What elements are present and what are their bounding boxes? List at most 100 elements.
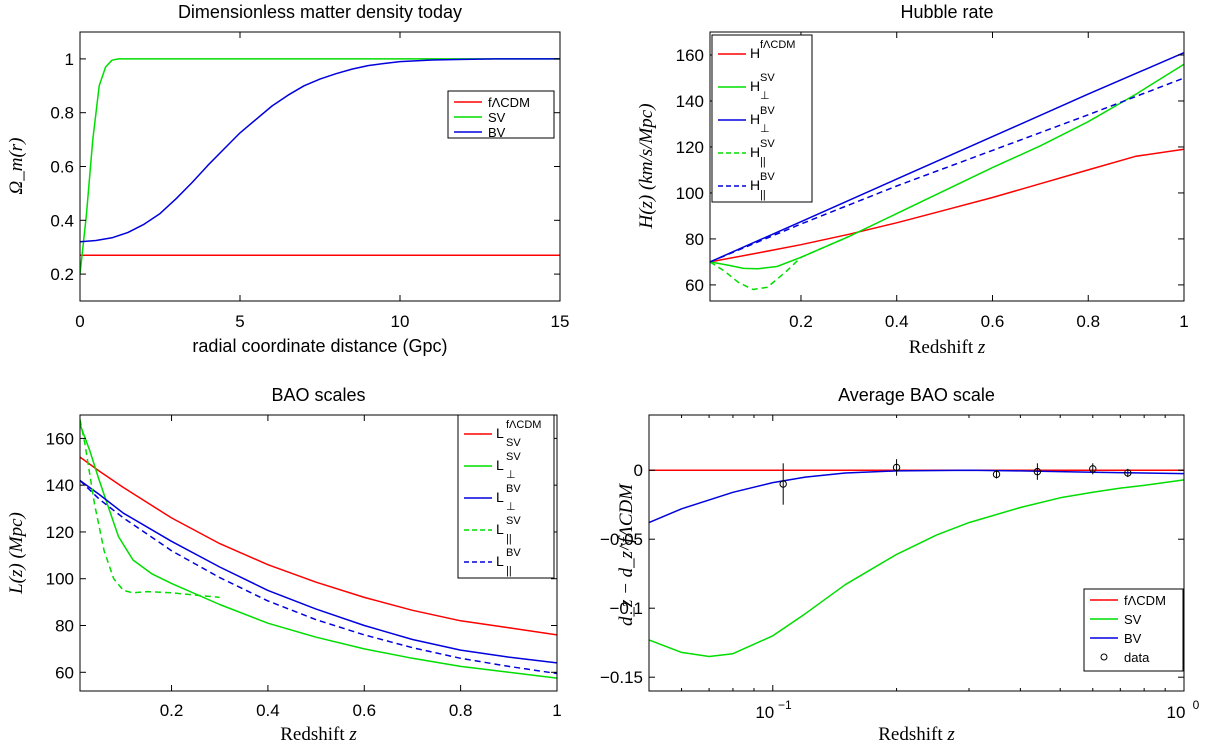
series-line-1: [710, 148, 1184, 263]
y-tick-label: 120: [46, 523, 74, 542]
y-tick-label: 160: [676, 46, 704, 65]
axes-box: [648, 414, 1185, 692]
legend-label-sup: SV: [506, 451, 521, 463]
legend-label: L: [496, 553, 504, 569]
chart-panel-2: Hubble rate 60 80 100 120 140 160 0.2 0.4 0.6 0.8 1…: [636, 2, 1189, 358]
series-line-5: [710, 77, 1184, 263]
legend-label: H: [750, 111, 760, 127]
legend-label: SV: [1124, 612, 1142, 627]
y-axis-label: Ω_m(r): [6, 137, 27, 194]
chart-panel-3: BAO scales 60 80 100 120 140 160 0.2 0.4 0.6 0.8 1 R…: [6, 385, 562, 745]
x-tick-exponent: −1: [778, 698, 792, 712]
y-tick-label: 80: [55, 617, 74, 636]
y-tick-label: 120: [676, 138, 704, 157]
y-axis-label: H(z) (km/s/Mpc): [636, 103, 657, 229]
y-tick-label: 140: [676, 92, 704, 111]
legend-label-sup: BV: [760, 105, 775, 117]
y-tick-label: −0.15: [600, 668, 643, 687]
series-line-3: [80, 479, 557, 664]
x-tick-label: 0.8: [1076, 312, 1100, 331]
data-point: [1089, 465, 1097, 473]
x-tick-label: 0.6: [981, 312, 1005, 331]
legend-label-sub: ||: [760, 156, 766, 168]
legend-label: H: [750, 177, 760, 193]
series-line-2: [649, 479, 1184, 658]
x-tick-label: 10: [1167, 703, 1186, 722]
x-tick-label: 0: [75, 312, 84, 331]
series-line-1: [80, 456, 557, 636]
legend-label: SV: [488, 110, 506, 125]
legend-label-sup: BV: [506, 483, 521, 495]
axes-box: [79, 414, 558, 692]
legend-label: L: [496, 489, 504, 505]
x-tick-label: 1: [1179, 312, 1188, 331]
y-tick-label: −0.05: [600, 530, 643, 549]
chart-title: Dimensionless matter density today: [178, 2, 462, 22]
series-line-4: [710, 235, 850, 291]
x-tick-label: 1: [552, 701, 561, 720]
legend-label-sub: ⊥: [760, 123, 770, 135]
legend-label: H: [750, 144, 760, 160]
y-tick-label: 60: [685, 276, 704, 295]
x-tick-label: 0.8: [449, 701, 473, 720]
x-tick-label: 0.4: [885, 312, 909, 331]
x-tick-label: 15: [551, 312, 570, 331]
series-line-3: [80, 58, 560, 243]
chart-title: BAO scales: [271, 385, 365, 405]
x-axis-label: Redshift z: [280, 724, 357, 745]
legend-label-sup: SV: [760, 72, 775, 84]
legend-box: [447, 90, 555, 139]
data-point: [1124, 469, 1132, 477]
plot-area: [80, 419, 557, 679]
legend-label-sup: fΛCDM: [760, 39, 795, 51]
x-axis-label: Redshift z: [878, 724, 955, 745]
x-tick-label: 0.2: [789, 312, 813, 331]
y-axis-label: L(z) (Mpc): [6, 512, 27, 595]
x-tick-label: 0.4: [256, 701, 280, 720]
axes-box: [709, 31, 1185, 302]
plot-area: [649, 459, 1184, 658]
y-tick-label: 140: [46, 476, 74, 495]
series-line-4: [80, 419, 220, 599]
legend-label-sub: ||: [506, 533, 512, 545]
y-tick-label: 60: [55, 663, 74, 682]
y-tick-label: −0.1: [609, 599, 643, 618]
data-point: [779, 480, 787, 488]
legend-box: [457, 414, 555, 579]
series-line-2: [710, 63, 1184, 270]
legend-label: H: [750, 78, 760, 94]
data-point: [1033, 467, 1042, 476]
series-line-2: [80, 58, 560, 275]
legend-label: L: [496, 425, 504, 441]
legend-label: L: [496, 521, 504, 537]
legend-label: fΛCDM: [488, 95, 530, 110]
data-point: [892, 463, 901, 472]
legend-label-sub: ⊥: [506, 501, 516, 513]
x-tick-label: 5: [235, 312, 244, 331]
legend-label-sub: SV: [506, 437, 521, 449]
legend-label: L: [496, 457, 504, 473]
y-tick-label: 0: [634, 461, 643, 480]
chart-title: Hubble rate: [900, 2, 993, 22]
chart-title: Average BAO scale: [838, 385, 995, 405]
axes-box: [79, 31, 561, 302]
chart-panel-4: Average BAO scale −0.15 −0.1 −0.05 0 10 −1 10 0 R…: [600, 385, 1200, 745]
legend-label-sub: ⊥: [760, 90, 770, 102]
legend-box: [1083, 588, 1184, 672]
y-axis-label: d_z − d_z^fΛCDM: [616, 483, 637, 626]
x-tick-exponent: 0: [1193, 698, 1200, 712]
legend-label: BV: [1124, 631, 1142, 646]
legend-label: BV: [488, 125, 506, 140]
legend-box: [711, 34, 813, 203]
legend-label-sup: BV: [760, 171, 775, 183]
legend-label-sup: fΛCDM: [506, 419, 541, 431]
x-tick-label: 10: [391, 312, 410, 331]
x-axis-label: Redshift z: [909, 337, 986, 358]
data-point: [992, 470, 1001, 479]
legend-label-sup: BV: [506, 547, 521, 559]
x-tick-label: 0.2: [160, 701, 184, 720]
